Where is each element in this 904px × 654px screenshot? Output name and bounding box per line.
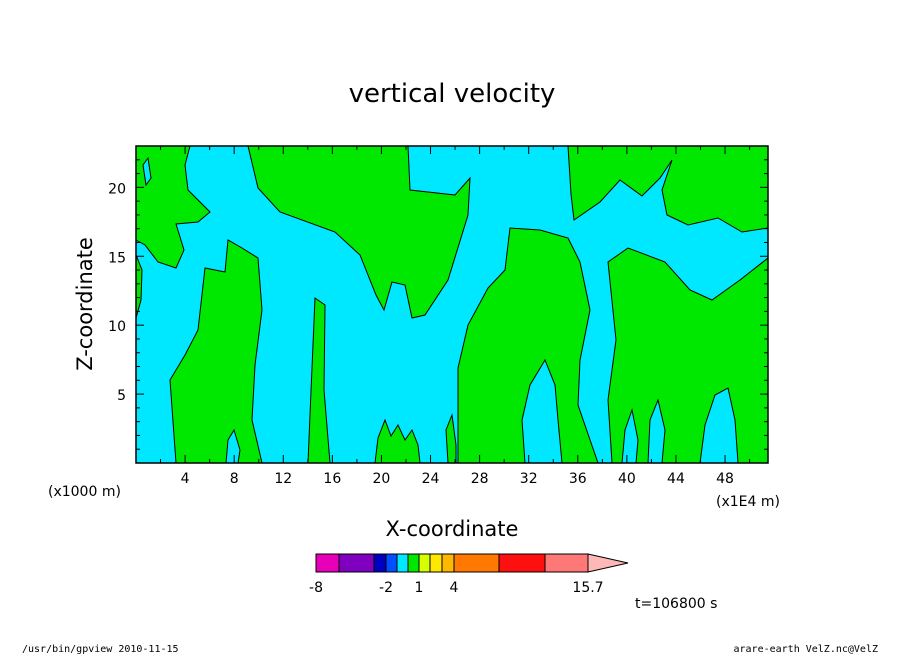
- positive-region-narrow-2: [374, 418, 421, 464]
- chart-title: vertical velocity: [349, 79, 556, 109]
- colorbar-segment: [441, 553, 455, 573]
- x-tick-label: 44: [667, 471, 685, 487]
- y-tick-label: 20: [108, 181, 126, 197]
- colorbar-extension-arrow: [587, 553, 629, 573]
- y-tick-label: 5: [117, 388, 126, 404]
- negative-hole-1: [521, 358, 563, 464]
- positive-region-right: [457, 227, 599, 464]
- colorbar-segment: [429, 553, 443, 573]
- colorbar-label: 4: [450, 580, 459, 596]
- plot-area: [135, 145, 769, 464]
- x-tick-label: 8: [230, 471, 239, 487]
- y-axis-label: Z-coordinate: [73, 237, 97, 371]
- colorbar-segment: [544, 553, 589, 573]
- colorbar-segment: [338, 553, 375, 573]
- time-label: t=106800 s: [635, 596, 717, 612]
- positive-region-top-center: [247, 145, 471, 319]
- y-tick-label: 10: [108, 319, 126, 335]
- x-tick-label: 28: [471, 471, 489, 487]
- x-tick-label: 24: [422, 471, 440, 487]
- x-unit-left: (x1000 m): [48, 484, 121, 500]
- y-tick-label: 15: [108, 250, 126, 266]
- footer-right: arare-earth_VelZ.nc@VelZ: [734, 644, 879, 654]
- x-tick-label: 48: [716, 471, 734, 487]
- x-tick-label: 40: [618, 471, 636, 487]
- colorbar-segment: [407, 553, 420, 573]
- x-unit-right: (x1E4 m): [716, 494, 780, 510]
- colorbar-segment: [498, 553, 546, 573]
- plot-frame: [135, 145, 769, 464]
- axis-ticks: [136, 146, 768, 463]
- x-tick-label: 4: [181, 471, 190, 487]
- colorbar-label: -8: [309, 580, 323, 596]
- x-tick-label: 32: [520, 471, 538, 487]
- positive-region-top-right: [567, 145, 769, 233]
- colorbar: [315, 553, 629, 573]
- x-axis-label: X-coordinate: [386, 517, 519, 541]
- colorbar-segment: [418, 553, 431, 573]
- negative-velocity-holes: [142, 156, 739, 464]
- negative-hole-6: [142, 156, 152, 187]
- colorbar-label: 15.7: [572, 580, 603, 596]
- positive-region-left-column: [169, 239, 263, 464]
- colorbar-segment: [373, 553, 387, 573]
- x-tick-label: 16: [323, 471, 341, 487]
- colorbar-segment: [315, 553, 340, 573]
- x-tick-label: 36: [569, 471, 587, 487]
- colorbar-segment: [453, 553, 500, 573]
- positive-region-upper-left: [135, 145, 211, 269]
- x-tick-label: 20: [373, 471, 391, 487]
- colorbar-segment: [396, 553, 409, 573]
- footer-left: /usr/bin/gpview 2010-11-15: [22, 644, 179, 654]
- colorbar-segment: [385, 553, 398, 573]
- colorbar-label: -2: [379, 580, 393, 596]
- colorbar-labels: -8 -2 1 4 15.7: [309, 580, 604, 596]
- x-tick-label: 12: [274, 471, 292, 487]
- colorbar-label: 1: [415, 580, 424, 596]
